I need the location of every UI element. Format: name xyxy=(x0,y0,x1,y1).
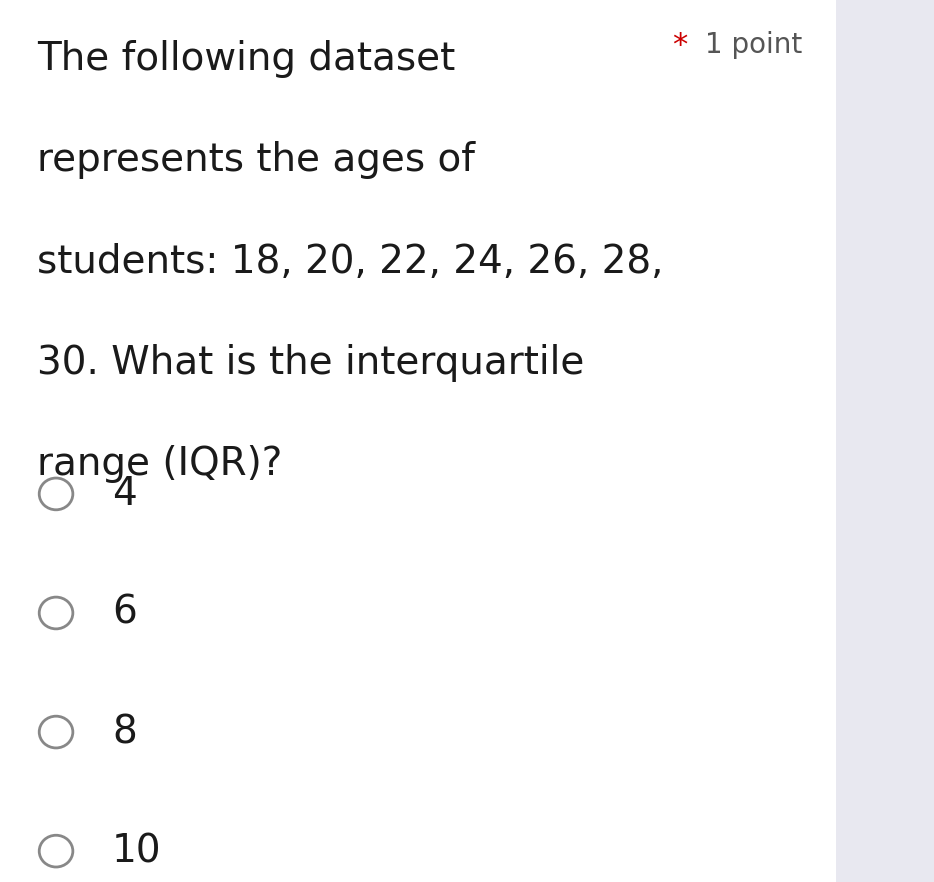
Text: *: * xyxy=(672,31,687,60)
Text: 4: 4 xyxy=(112,475,136,513)
Text: The following dataset: The following dataset xyxy=(37,40,456,78)
Text: 8: 8 xyxy=(112,713,136,751)
Text: represents the ages of: represents the ages of xyxy=(37,141,475,179)
Text: 10: 10 xyxy=(112,832,162,871)
FancyBboxPatch shape xyxy=(836,0,934,882)
Text: range (IQR)?: range (IQR)? xyxy=(37,445,283,483)
Text: 6: 6 xyxy=(112,594,137,632)
Text: 1 point: 1 point xyxy=(705,31,802,59)
Text: 30. What is the interquartile: 30. What is the interquartile xyxy=(37,344,585,382)
Text: students: 18, 20, 22, 24, 26, 28,: students: 18, 20, 22, 24, 26, 28, xyxy=(37,243,664,280)
